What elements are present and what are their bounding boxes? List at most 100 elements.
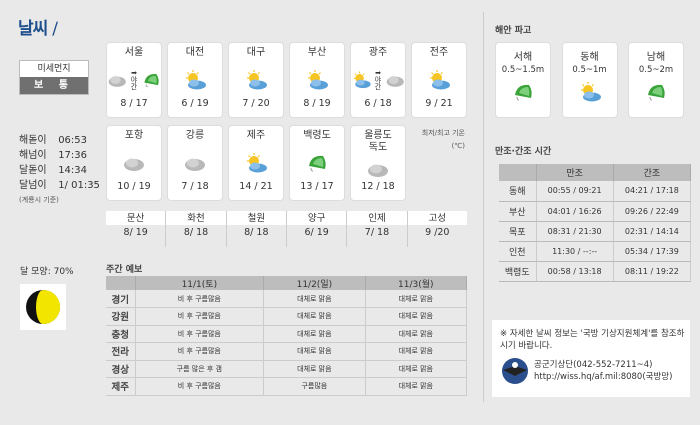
table-row: 제주 비 후 구름많음 구름많음 대체로 맑음 xyxy=(106,377,468,396)
weekly-forecast-table: 11/1(토) 11/2(일) 11/3(월) 경기 비 후 구름많음 대체로 맑음 대체로… xyxy=(106,276,468,396)
forecast-cell: 대체로 맑음 xyxy=(365,307,468,326)
table-row: 부산 04:01 / 16:26 09:26 / 22:49 xyxy=(499,201,692,222)
day-header: 11/2(일) xyxy=(263,276,366,290)
city-card[interactable]: 대구 7 / 20 xyxy=(228,42,284,118)
weekly-forecast-title: 주간 예보 xyxy=(106,265,143,275)
rain-umbrella-icon xyxy=(141,69,162,91)
city-temp: 13 / 17 xyxy=(300,181,334,192)
forecast-cell: 대체로 맑음 xyxy=(263,360,366,378)
partly-cloudy-icon xyxy=(427,69,451,91)
small-city-temps: 문산 8/ 19 화천 8/ 18 철원 8/ 18 양구 6/ 19 인제 7/ 18 고성 9 /… xyxy=(106,211,467,247)
high-tide: 00:55 / 09:21 xyxy=(536,181,614,202)
air-force-emblem-icon xyxy=(502,358,528,384)
forecast-cell: 대체로 맑음 xyxy=(263,290,366,308)
city-name: 광주 xyxy=(368,47,388,58)
forecast-cell: 대체로 맑음 xyxy=(263,307,366,326)
high-tide: 11:30 / --:-- xyxy=(536,241,614,262)
region: 전라 xyxy=(106,342,136,361)
forecast-cell: 비 후 구름많음 xyxy=(135,307,265,326)
city-name: 부산 xyxy=(307,47,327,58)
city-card[interactable]: 울릉도 독도 12 / 18 xyxy=(350,125,406,201)
forecast-cell: 비 후 구름많음 xyxy=(135,377,265,396)
city-card[interactable]: 부산 8 / 19 xyxy=(289,42,345,118)
wave-card: 서해 0.5~1.5m xyxy=(495,42,551,118)
forecast-cell: 대체로 맑음 xyxy=(365,377,468,396)
small-city-item: 인제 7/ 18 xyxy=(347,211,408,247)
info-url[interactable]: http://wiss.hq/af.mil:8080(국방망) xyxy=(534,372,673,382)
city-temp: 8 / 17 xyxy=(120,98,148,109)
city-card[interactable]: 강릉 7 / 18 xyxy=(167,125,223,201)
city-name: 강릉 xyxy=(185,130,205,141)
moonrise-row: 달돋이 14:34 xyxy=(19,165,88,176)
region: 강원 xyxy=(106,307,136,326)
city-temp: 12 / 18 xyxy=(361,181,395,192)
table-row: 경상 구름 많은 후 갬 대체로 맑음 대체로 맑음 xyxy=(106,360,468,378)
tide-table: 만조 간조 동해 00:55 / 09:21 04:21 / 17:18 부산 04:01 … xyxy=(499,164,692,282)
tide-header-row: 만조 간조 xyxy=(499,164,692,181)
moon-phase-text: 달 모양: 70% xyxy=(20,267,74,277)
city-card[interactable]: 제주 14 / 21 xyxy=(228,125,284,201)
rain-umbrella-icon xyxy=(511,81,535,103)
forecast-cell: 구름 많은 후 갬 xyxy=(135,360,265,378)
fine-dust-value: 보 통 xyxy=(20,77,88,94)
place: 목포 xyxy=(499,221,537,242)
wave-height: 0.5~2m xyxy=(638,65,674,75)
table-row: 전라 비 후 구름많음 대체로 맑음 대체로 맑음 xyxy=(106,342,468,361)
table-row: 경기 비 후 구름많음 대체로 맑음 대체로 맑음 xyxy=(106,290,468,308)
low-tide: 04:21 / 17:18 xyxy=(613,181,692,202)
city-temp: 14 / 21 xyxy=(239,181,273,192)
city-name: 서울 xyxy=(124,47,144,58)
city-name: 대전 xyxy=(185,47,205,58)
table-row: 강원 비 후 구름많음 대체로 맑음 대체로 맑음 xyxy=(106,307,468,326)
tide-title: 만조·간조 시간 xyxy=(495,147,552,157)
city-card[interactable]: 백령도 13 / 17 xyxy=(289,125,345,201)
table-row: 목포 08:31 / 21:30 02:31 / 14:14 xyxy=(499,221,692,242)
sun-moon-times: 해돋이 06:53 해넘이 17:36 달돋이 14:34 달넘이 1/ 01:… xyxy=(19,133,100,208)
city-name: 울릉도 독도 xyxy=(364,130,392,153)
forecast-cell: 대체로 맑음 xyxy=(365,360,468,378)
fine-dust-box: 미세먼지 보 통 xyxy=(19,60,89,95)
wave-height: 0.5~1.5m xyxy=(501,65,545,75)
city-temp: 6 / 18 xyxy=(364,98,392,109)
city-name: 백령도 xyxy=(303,130,331,141)
region: 충청 xyxy=(106,325,136,343)
fine-dust-label: 미세먼지 xyxy=(20,61,88,77)
day-header: 11/3(월) xyxy=(365,276,468,290)
sea-name: 서해 xyxy=(513,52,533,63)
cloudy-icon xyxy=(122,152,146,174)
forecast-cell: 비 후 구름많음 xyxy=(135,342,265,361)
transition-arrow: ➡ 야간 xyxy=(130,68,138,91)
forecast-cell: 비 후 구름많음 xyxy=(135,290,265,308)
city-card[interactable]: 서울 ➡ 야간 8 / 17 xyxy=(106,42,162,118)
table-row: 인천 11:30 / --:-- 05:34 / 17:39 xyxy=(499,241,692,262)
day-header: 11/1(토) xyxy=(135,276,265,290)
small-city-item: 양구 6/ 19 xyxy=(287,211,348,247)
city-temp: 7 / 20 xyxy=(242,98,270,109)
city-temp: 6 / 19 xyxy=(181,98,209,109)
sunset-row: 해넘이 17:36 xyxy=(19,150,88,161)
cloudy-icon xyxy=(385,69,406,91)
city-name: 제주 xyxy=(246,130,266,141)
partly-cloudy-icon xyxy=(351,69,372,91)
partly-cloudy-icon xyxy=(305,69,329,91)
partly-cloudy-icon xyxy=(578,81,602,103)
city-temp: 9 / 21 xyxy=(425,98,453,109)
region: 경상 xyxy=(106,360,136,378)
high-tide: 04:01 / 16:26 xyxy=(536,201,614,222)
location-note: (계룡시 기준) xyxy=(19,196,59,204)
city-card[interactable]: 대전 6 / 19 xyxy=(167,42,223,118)
small-city-item: 고성 9 /20 xyxy=(425,213,450,238)
low-tide: 02:31 / 14:14 xyxy=(613,221,692,242)
city-name: 대구 xyxy=(246,47,266,58)
wave-title: 해안 파고 xyxy=(495,26,532,36)
city-card[interactable]: 포항 10 / 19 xyxy=(106,125,162,201)
tide-header xyxy=(499,164,537,181)
high-tide: 00:58 / 13:18 xyxy=(536,261,614,282)
city-card[interactable]: 전주 9 / 21 xyxy=(411,42,467,118)
rain-umbrella-icon xyxy=(305,152,329,174)
forecast-cell: 대체로 맑음 xyxy=(365,290,468,308)
info-notice: ※ 자세한 날씨 정보는 '국방 기상지원체계'를 참조하시기 바랍니다. xyxy=(500,329,685,351)
sunrise-row: 해돋이 06:53 xyxy=(19,135,88,146)
wave-card: 동해 0.5~1m xyxy=(561,42,618,118)
city-card[interactable]: 광주 ➡ 야간 6 / 18 xyxy=(350,42,406,118)
